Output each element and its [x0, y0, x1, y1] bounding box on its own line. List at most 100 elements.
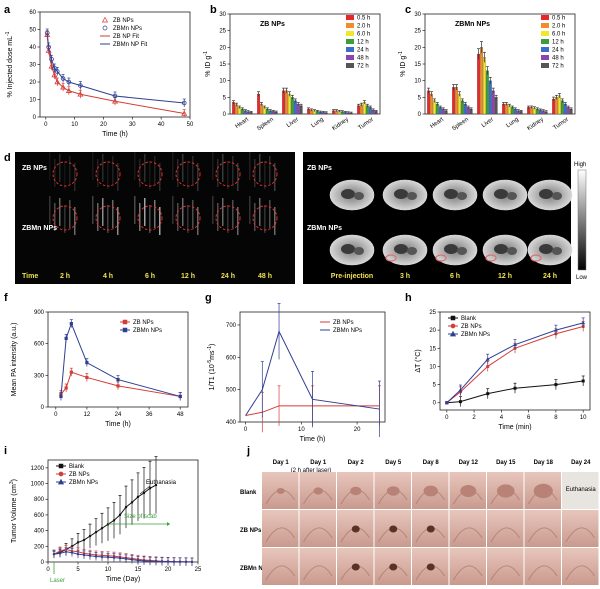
pa-signal-streak — [97, 203, 99, 231]
panel-c-legend-swatch — [541, 63, 549, 68]
panel-c-y-tick-label: 30 — [414, 12, 421, 18]
mouse-skin-fold — [565, 565, 595, 581]
panel-i-y-tick-label: 1200 — [31, 466, 45, 472]
panel-i-data-point — [148, 487, 152, 490]
panel-i-data-point — [76, 541, 80, 544]
mri-organ-dark — [354, 192, 364, 200]
panel-a-y-axis-label-sup: -1 — [5, 31, 11, 36]
panel-g-x-tick-label: 20 — [354, 427, 361, 433]
panel-i-data-point — [88, 554, 92, 557]
panel-h-legend-marker — [450, 315, 456, 321]
panel-g-y-axis-label-text: 1/T1 (10 — [209, 364, 216, 390]
panel-i-legend-marker — [58, 463, 64, 469]
panel-i-data-point — [124, 505, 128, 509]
tumor-region-circle — [52, 161, 78, 187]
panel-i-axis-frame — [47, 459, 199, 563]
panel-i-legend-marker — [58, 471, 64, 477]
panel-g-legend-label: ZB NPs — [333, 320, 354, 326]
panel-i-data-point — [106, 556, 110, 559]
panel-b-legend-label: 72 h — [357, 64, 369, 70]
tumor-mass — [313, 487, 324, 495]
zbmn-fit-line — [46, 32, 185, 104]
panel-f-data-point — [64, 336, 68, 340]
panel-d-time-label: 24 h — [221, 273, 235, 280]
panel-i-data-point — [124, 557, 128, 561]
panel-f-series-line — [60, 371, 181, 397]
pa-image-background — [15, 152, 295, 284]
panel-a-y-axis-label: % Injected dose mL-1 — [5, 31, 14, 97]
panel-b-bar — [232, 102, 235, 115]
panel-a-legend-marker — [102, 25, 108, 31]
pa-signal-streak — [49, 196, 51, 224]
panel-b-y-tick-label: 0 — [223, 112, 227, 118]
pa-signal-streak — [149, 205, 151, 233]
panel-h-data-point — [444, 400, 449, 405]
panel-b-legend-label: 48 h — [357, 56, 369, 62]
panel-f-series-line — [60, 322, 181, 397]
mouse-skin-fold — [303, 565, 333, 581]
panel-b-bar — [282, 90, 285, 115]
panel-h-y-tick-label: 20 — [429, 328, 436, 334]
panel-i-data-point — [142, 491, 146, 495]
panel-i-data-point — [154, 560, 158, 563]
pa-signal-streak — [117, 207, 119, 235]
panel-i-x-tick-label: 20 — [165, 567, 172, 573]
panel-i-data-point — [148, 560, 152, 563]
panel-h-y-axis-label-text: ΔT (°C) — [414, 349, 422, 372]
panel-h-y-axis-label: ΔT (°C) — [414, 349, 422, 372]
panel-c-bar — [458, 93, 461, 115]
pa-signal-streak — [237, 207, 239, 235]
panel-i-y-axis-label-sup: 3 — [9, 481, 15, 484]
pa-signal-streak — [102, 198, 104, 226]
chart-i: 0 5 10 15 20 25 0 200 400 600 800 1000 1200 Time (Day… — [9, 456, 202, 584]
zbmn-data-point — [66, 79, 72, 85]
pa-signal-streak — [237, 163, 239, 191]
panel-i-x-tick-label: 10 — [105, 567, 112, 573]
panel-c-legend-swatch — [541, 55, 549, 60]
mri-organ-dark — [394, 189, 408, 199]
panel-a-legend-label: ZBMn NP Fit — [113, 42, 148, 48]
panel-g-y-axis-label-tail: ms — [209, 350, 216, 360]
panel-i-scab-arrowhead — [167, 522, 170, 526]
zb-data-point — [77, 91, 84, 97]
panel-c-category-label: Spleen — [451, 117, 470, 133]
panel-b-category-label: Tumor — [357, 117, 374, 132]
panel-b-legend-label: 12 h — [357, 40, 369, 46]
mri-tumor-highlight — [435, 254, 447, 262]
panel-f-data-point — [116, 377, 120, 382]
panel-b-bar — [285, 90, 288, 115]
panel-b-y-tick-label: 15 — [219, 62, 226, 68]
panel-i-data-point — [166, 560, 170, 563]
panel-h-data-point — [458, 400, 462, 404]
chart-a: 0 10 20 30 40 50 0 10 20 30 40 50 60 Time (h) % Inject… — [5, 10, 194, 138]
panel-b-legend-swatch — [346, 63, 354, 68]
pa-signal-streak — [172, 152, 174, 180]
panel-e-time-label: 24 h — [543, 273, 557, 280]
pa-signal-streak — [49, 152, 51, 180]
panel-b-category-label: Liver — [286, 117, 300, 129]
tumor-region-circle — [137, 205, 163, 231]
photo-day-header: Day 12 — [459, 460, 479, 466]
pa-signal-streak — [144, 198, 146, 226]
panel-f-data-point — [85, 375, 89, 380]
panel-h-x-tick-label: 10 — [580, 415, 587, 421]
pa-signal-streak — [69, 156, 71, 184]
panel-d-time-label: 48 h — [258, 273, 272, 280]
panel-a-legend-marker — [101, 16, 109, 23]
panel-c-bar — [555, 97, 558, 115]
pa-signal-streak — [139, 159, 141, 187]
panel-d-time-label: 12 h — [181, 273, 195, 280]
panel-i-legend-label: ZB NPs — [69, 472, 90, 478]
panel-f-legend-marker — [122, 327, 128, 333]
panel-d-time-label: 6 h — [145, 273, 155, 280]
pa-signal-streak — [69, 200, 71, 228]
photo-day-header: Day 1 — [273, 460, 290, 466]
zbmn-data-point — [181, 100, 187, 106]
photo-row-label: Blank — [240, 490, 257, 496]
panel-i-data-point — [118, 556, 122, 560]
panel-g-legend-label: ZBMn NPs — [333, 328, 362, 334]
panel-f-y-tick-label: 900 — [34, 310, 45, 316]
panel-b-legend-swatch — [346, 31, 354, 36]
pa-signal-streak — [177, 203, 179, 231]
panel-i-y-tick-label: 600 — [34, 513, 45, 519]
